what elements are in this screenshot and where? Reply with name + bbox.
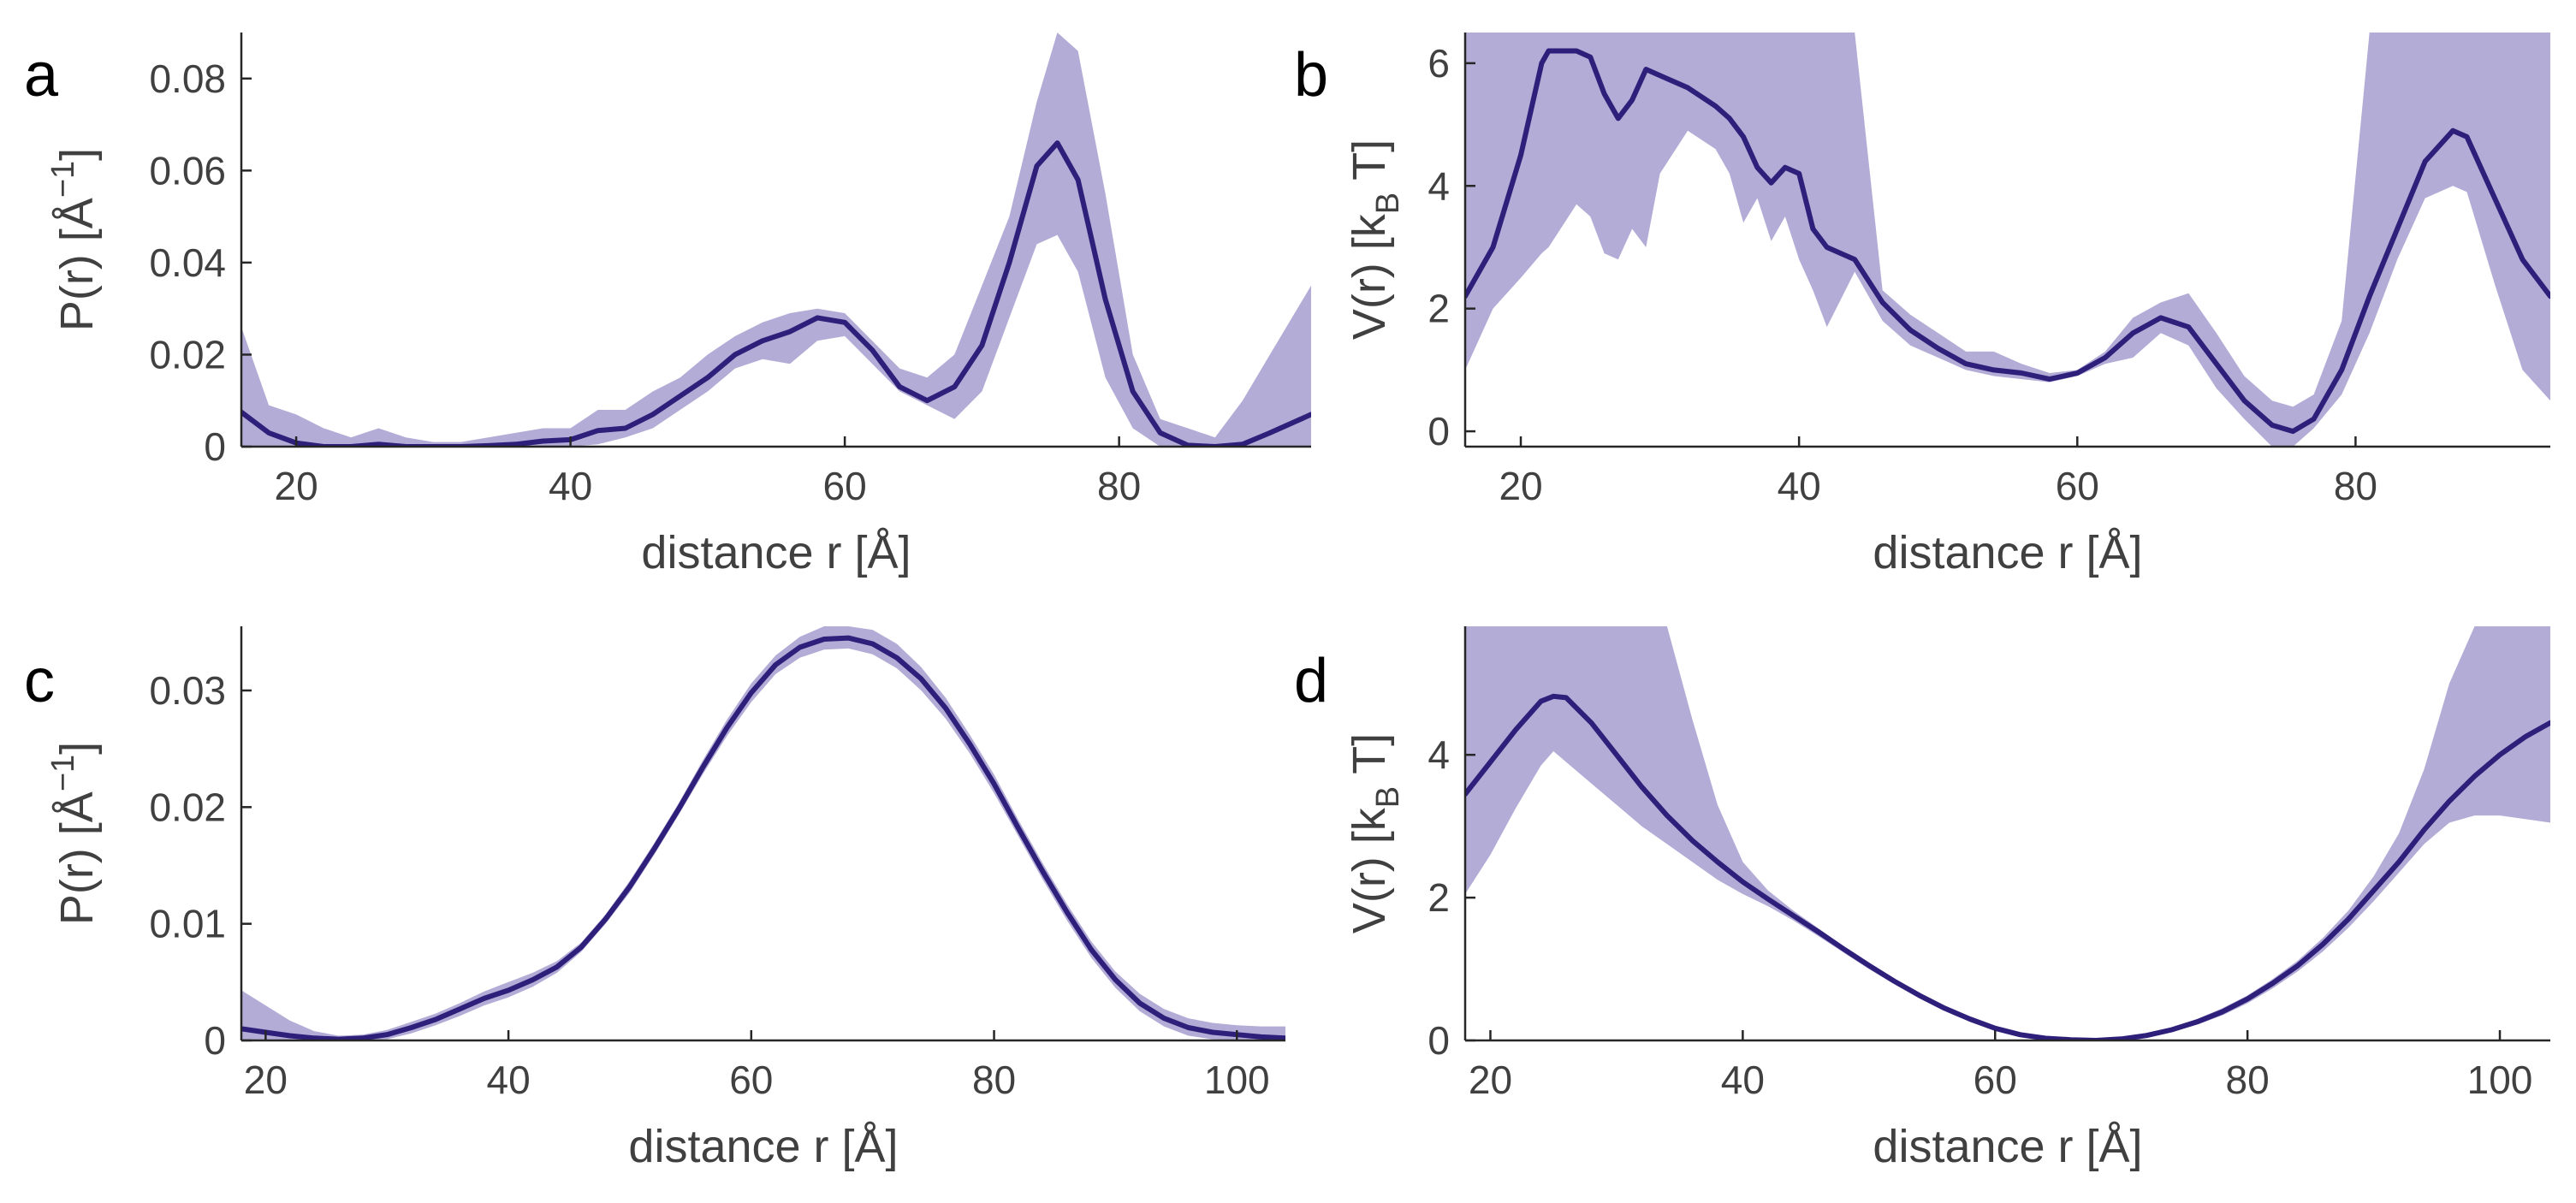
x-tick-label: 60 xyxy=(823,464,867,508)
mean-curve xyxy=(1465,48,2550,435)
x-tick-label: 40 xyxy=(549,464,592,508)
plot-area xyxy=(1465,626,2550,1040)
y-tick-label: 0 xyxy=(204,1018,226,1063)
panel-b: 20 40 60 80 0 2 4 6 distance r [Å] V(r) [kB T] b xyxy=(1294,33,2550,578)
x-tick-label: 80 xyxy=(2226,1058,2270,1102)
x-tick-label: 80 xyxy=(972,1058,1016,1102)
x-tick-label: 40 xyxy=(1778,464,1821,508)
y-axis-title-main: P(r) [Å xyxy=(51,198,103,331)
x-tick-label: 60 xyxy=(729,1058,773,1102)
plot-area xyxy=(1465,33,2550,447)
x-tick-label: 20 xyxy=(275,464,318,508)
y-axis-title-tail: ] xyxy=(51,148,103,161)
mean-curve xyxy=(241,635,1285,1040)
confidence-band xyxy=(241,33,1311,447)
plot-area xyxy=(241,33,1311,447)
y-axis-title-main: V(r) [k xyxy=(1344,213,1395,340)
y-tick-label: 0.06 xyxy=(149,148,226,193)
y-tick-label: 0 xyxy=(204,424,226,469)
x-axis-title: distance r [Å] xyxy=(641,527,911,578)
panel-d: 20 40 60 80 100 0 2 4 distance r [Å] V(r) [kB T] d xyxy=(1294,626,2550,1172)
x-axis-title: distance r [Å] xyxy=(628,1121,898,1172)
y-tick-label: 4 xyxy=(1427,163,1450,208)
x-tick-label: 80 xyxy=(2334,464,2377,508)
y-axis-title-tail: T] xyxy=(1344,733,1395,786)
y-tick-label: 6 xyxy=(1427,41,1450,86)
y-tick-label: 0.04 xyxy=(149,240,226,285)
x-tick-label: 20 xyxy=(1499,464,1542,508)
mean-curve xyxy=(241,140,1311,447)
panel-a: 20 40 60 80 0 0.02 0.04 0.06 0.08 distance r [Å] P… xyxy=(24,33,1311,578)
panel-letter: a xyxy=(24,41,59,110)
panel-letter: c xyxy=(24,647,55,715)
y-axis-title-main: P(r) [Å xyxy=(51,791,103,925)
y-tick-label: 0 xyxy=(1427,1018,1450,1063)
x-axis-title: distance r [Å] xyxy=(1873,527,2142,578)
y-axis-title-superscript: −1 xyxy=(45,755,81,791)
panel-letter: b xyxy=(1294,41,1328,110)
confidence-band xyxy=(1465,626,2550,1040)
x-axis-title: distance r [Å] xyxy=(1873,1121,2142,1172)
panel-letter: d xyxy=(1294,647,1328,715)
x-tick-label: 60 xyxy=(1974,1058,2017,1102)
y-tick-label: 2 xyxy=(1427,287,1450,331)
x-tick-label: 60 xyxy=(2056,464,2099,508)
x-tick-label: 20 xyxy=(244,1058,288,1102)
y-tick-label: 0.02 xyxy=(149,785,226,829)
y-axis-title-subscript: B xyxy=(1370,786,1406,808)
y-axis-title: P(r) [Å−1] xyxy=(45,148,103,331)
y-axis-title-subscript: B xyxy=(1370,193,1406,214)
x-tick-label: 100 xyxy=(1204,1058,1270,1102)
y-axis-title-main: V(r) [k xyxy=(1344,807,1395,933)
x-tick-label: 40 xyxy=(487,1058,531,1102)
confidence-band xyxy=(241,626,1285,1040)
confidence-band xyxy=(1465,33,2550,447)
mean-curve xyxy=(1465,693,2550,1040)
y-tick-label: 0.08 xyxy=(149,56,226,101)
x-tick-label: 20 xyxy=(1469,1058,1512,1102)
y-tick-label: 0.01 xyxy=(149,902,226,946)
y-tick-label: 0.03 xyxy=(149,668,226,713)
x-tick-label: 100 xyxy=(2467,1058,2533,1102)
y-axis-title-superscript: −1 xyxy=(45,161,81,198)
x-tick-label: 80 xyxy=(1097,464,1141,508)
y-tick-label: 4 xyxy=(1427,732,1450,777)
x-tick-label: 40 xyxy=(1721,1058,1765,1102)
plot-area xyxy=(241,626,1285,1040)
y-tick-label: 0.02 xyxy=(149,332,226,376)
y-axis-title: P(r) [Å−1] xyxy=(45,742,103,925)
y-axis-title: V(r) [kB T] xyxy=(1344,733,1406,933)
panel-c: 20 40 60 80 100 0 0.01 0.02 0.03 distance r [Å] P(… xyxy=(24,626,1285,1172)
y-tick-label: 2 xyxy=(1427,875,1450,920)
y-axis-title-tail: T] xyxy=(1344,139,1395,193)
y-axis-title: V(r) [kB T] xyxy=(1344,139,1406,340)
y-tick-label: 0 xyxy=(1427,409,1450,453)
y-axis-title-tail: ] xyxy=(51,742,103,755)
